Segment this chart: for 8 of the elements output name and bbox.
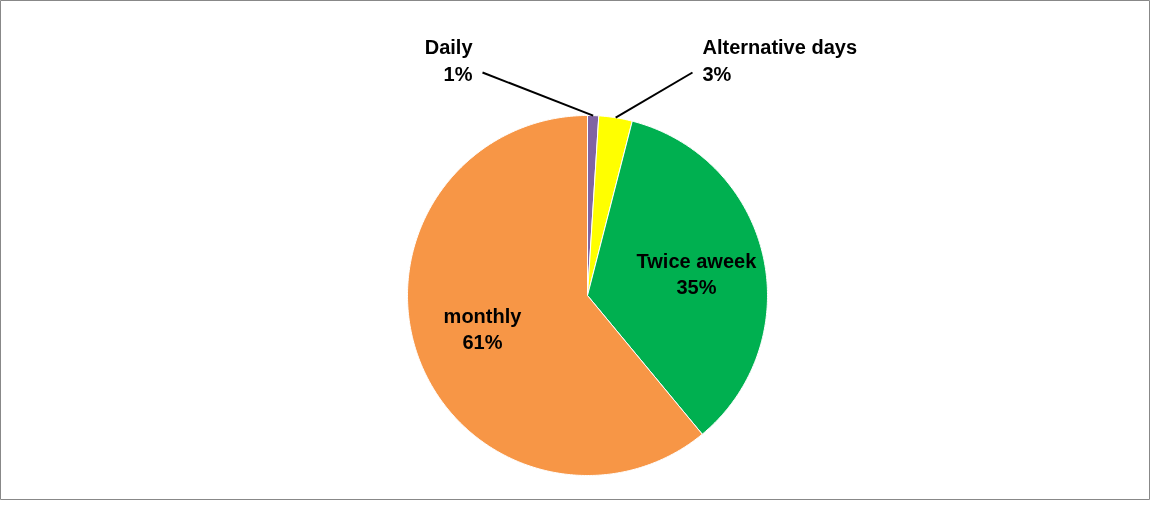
data-label: 3%	[702, 62, 732, 85]
slice-label: Twice aweek	[636, 249, 758, 272]
data-label: 1%	[443, 62, 473, 85]
data-label: 35%	[676, 276, 717, 299]
slice-label: monthly	[443, 304, 523, 327]
slice-label: Alternative days	[702, 36, 858, 59]
data-label: 61%	[462, 331, 503, 354]
slice-label: Daily	[424, 36, 474, 59]
